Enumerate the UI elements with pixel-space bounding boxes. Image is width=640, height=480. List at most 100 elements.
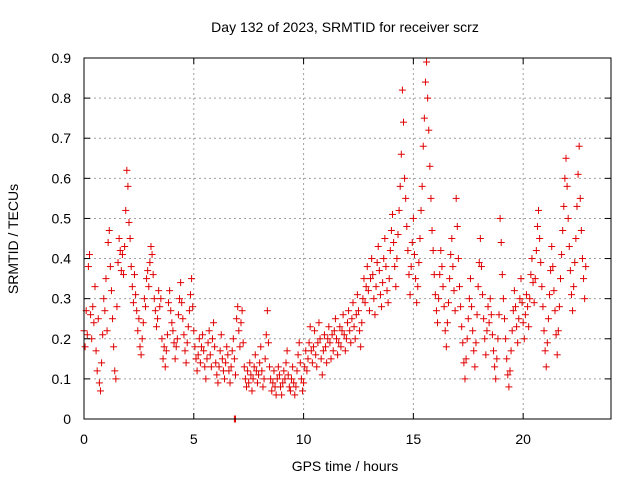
y-tick-label: 0.9 [52,50,72,66]
data-point [360,275,368,283]
data-point [451,307,459,315]
data-point [569,307,577,315]
data-point [487,311,495,319]
data-point [429,247,437,255]
data-point [269,379,277,387]
data-point [103,327,111,335]
data-point [502,335,510,343]
data-point [547,267,555,275]
y-axis-title: SRMTID / TECUs [5,184,21,294]
data-point [249,375,257,383]
data-point [381,235,389,242]
data-point [140,295,148,303]
data-point [94,315,102,323]
data-point [437,247,445,255]
data-point [292,383,300,391]
data-point [428,226,436,234]
data-point [333,335,341,343]
data-point [356,327,364,335]
data-point [410,251,418,259]
data-point [215,363,223,371]
data-point [182,359,190,367]
data-point [458,323,466,331]
data-point [446,275,454,283]
data-point [394,230,402,238]
y-tick-label: 0.6 [52,170,72,186]
data-point [156,303,164,311]
data-point [266,363,274,371]
data-point [300,379,308,387]
data-point [244,367,252,375]
data-point [419,142,427,150]
data-point [303,367,311,375]
data-point [449,263,457,271]
data-point [436,271,444,279]
data-point [414,283,422,291]
data-point [113,303,121,311]
data-point [180,331,188,339]
data-point [281,375,289,383]
data-point [259,383,267,391]
data-point [352,311,360,319]
x-tick-label: 20 [515,431,531,447]
data-point [522,291,530,299]
data-point [348,315,356,323]
data-point [538,283,546,291]
data-point [98,359,106,367]
data-point [384,299,392,307]
data-point [285,383,293,391]
data-point [559,226,567,234]
data-point [306,323,314,331]
data-point [223,343,231,351]
data-point [211,343,219,351]
data-point [201,363,209,371]
data-point [416,235,424,242]
data-point [199,331,207,339]
data-point [128,283,136,291]
data-point [442,343,450,351]
data-point [298,387,306,395]
data-point [184,323,192,331]
data-point [393,255,401,263]
data-point [473,311,481,319]
data-point [171,355,179,363]
data-point [181,347,189,355]
data-point [577,226,585,234]
data-point [531,275,539,283]
data-point [339,311,347,319]
data-point [296,359,304,367]
data-point [575,142,583,150]
data-point [135,315,143,323]
data-point [349,299,357,307]
data-point [479,291,487,299]
data-point [361,299,369,307]
data-point [383,287,391,295]
data-point [85,251,93,259]
data-point [460,359,468,367]
data-point [395,206,403,214]
data-point [185,307,193,315]
data-point [511,303,519,311]
data-point [558,251,566,259]
data-point [236,343,244,351]
data-point [347,339,355,347]
plot-frame [83,57,612,420]
data-point [100,295,108,303]
data-point [136,343,144,351]
y-tick-label: 0.7 [52,130,72,146]
data-point [354,307,362,315]
data-point [286,387,294,395]
data-point [392,283,400,291]
data-point [507,347,515,355]
data-point [533,222,541,230]
data-point [179,315,187,323]
data-point [424,94,432,102]
data-point [89,303,97,311]
data-point [297,375,305,383]
data-point [148,251,156,259]
data-point [529,279,537,287]
data-point [407,263,415,271]
data-point [409,214,417,222]
data-point [564,214,572,222]
data-point [197,343,205,351]
